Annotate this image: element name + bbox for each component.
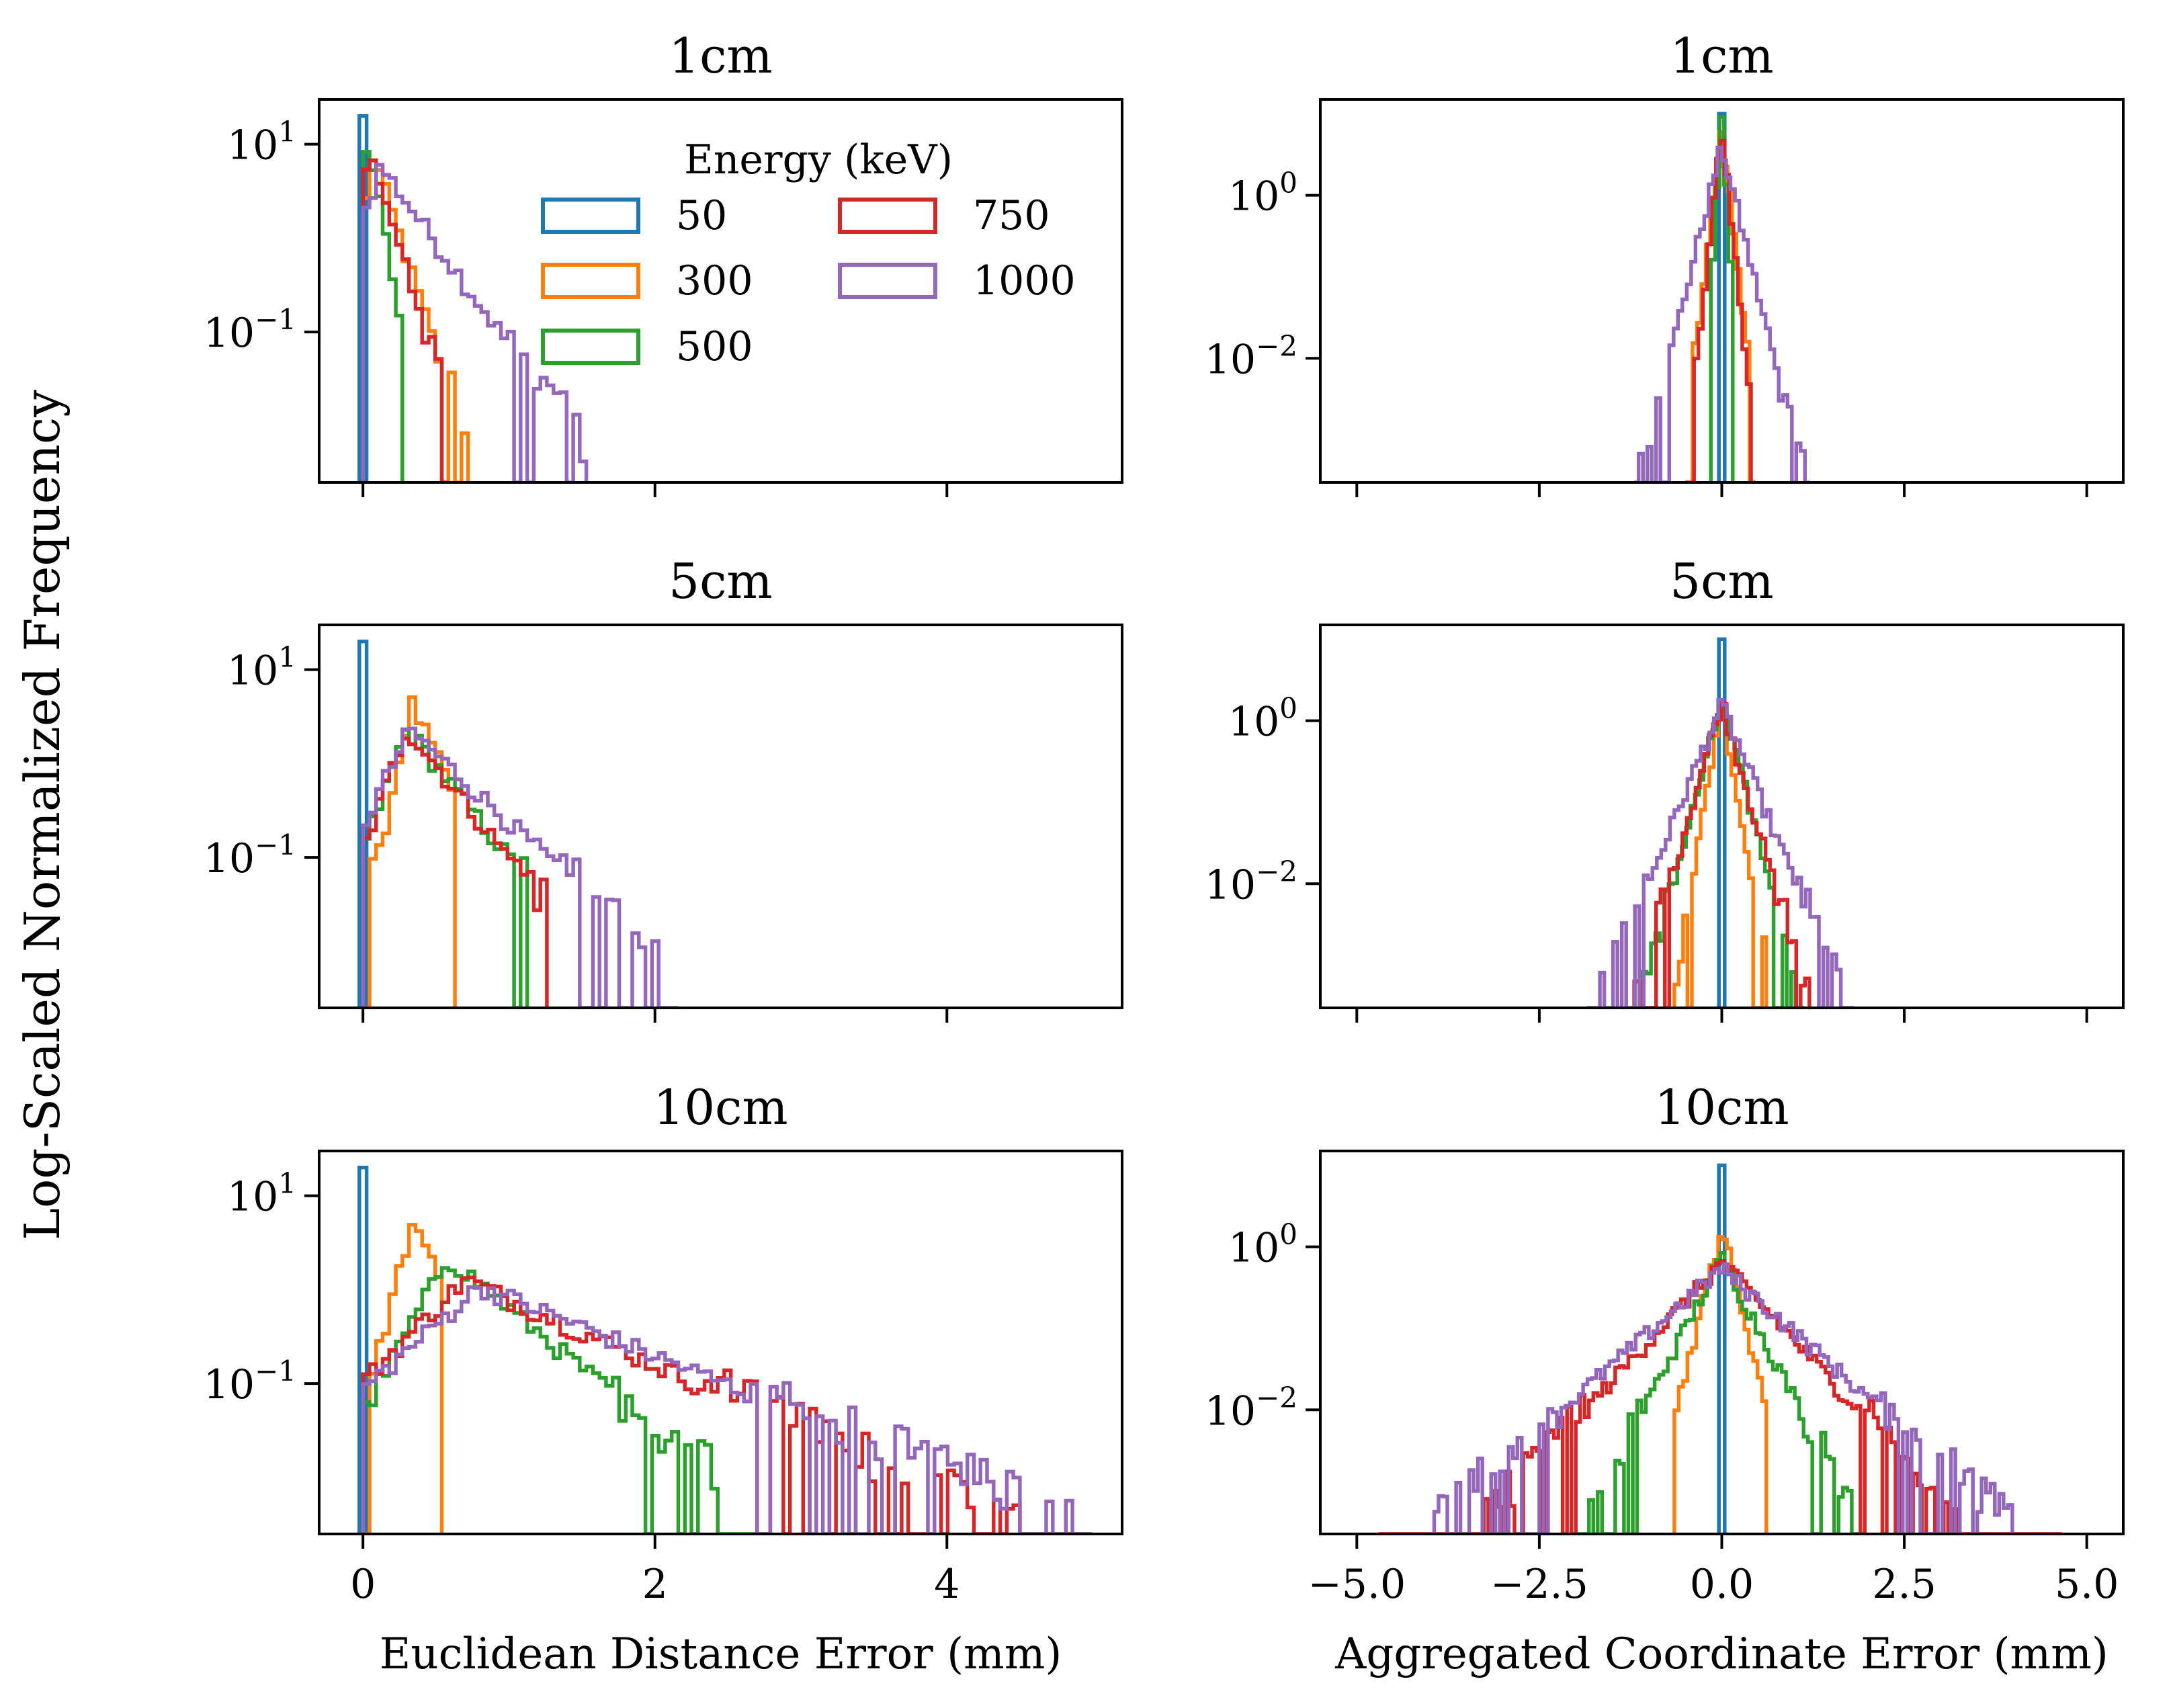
x-tick-label-right-3-1: −2.5: [1490, 1561, 1588, 1608]
x-tick-label-right-3-2: 0.0: [1690, 1561, 1754, 1608]
series-50-right-3: [1717, 1163, 1727, 1534]
plot-area-right-1: [1634, 112, 1809, 482]
panel-right-1: 1cm 100 10−2: [1205, 28, 2125, 497]
y-tick-label-left-2-0: 101: [227, 641, 296, 695]
panel-left-1: 1cm 101 10−1: [204, 28, 1123, 497]
panel-right-3: 10cm −5.0 −2.5 0.0 2.5 5.0 100 10−2 Aggregated C…: [1205, 1079, 2125, 1679]
panel-title-right-1: 1cm: [1670, 28, 1773, 84]
panel-title-left-3: 10cm: [653, 1079, 787, 1136]
legend-swatch-300: [541, 263, 640, 299]
y-tick-label-left-1-0: 101: [227, 116, 296, 169]
y-tick-label-left-1-1: 10−1: [204, 303, 296, 357]
panels-group: 1cm 101 10−1 1cm 100 10−2 5cm 101 10−1 5cm 100 10−2…: [204, 28, 2125, 1679]
legend-swatch-500: [541, 329, 640, 365]
axes-frame-left-1: [318, 98, 1123, 484]
y-tick-label-right-2-0: 100: [1228, 692, 1297, 746]
x-tick-label-right-3-4: 5.0: [2055, 1561, 2119, 1608]
series-1000-left-1: [361, 163, 589, 482]
y-tick-label-right-2-1: 10−2: [1205, 855, 1297, 908]
figure-y-axis-label: Log-Scaled Normalized Frequency: [14, 390, 71, 1240]
axes-frame-left-2: [318, 624, 1123, 1009]
legend-title: Energy (keV): [684, 136, 953, 183]
panel-title-right-3: 10cm: [1654, 1079, 1789, 1136]
axes-frame-left-3: [318, 1150, 1123, 1535]
panel-title-left-1: 1cm: [669, 28, 772, 84]
panel-right-2: 5cm 100 10−2: [1205, 553, 2125, 1023]
x-axis-label-right-3: Aggregated Coordinate Error (mm): [1334, 1629, 2108, 1679]
series-500-right-1: [1709, 115, 1735, 482]
plot-area-left-3: [357, 1165, 1093, 1534]
panel-title-right-2: 5cm: [1670, 553, 1773, 609]
y-tick-label-right-1-0: 100: [1228, 167, 1297, 220]
legend: Energy (keV) 50 300 500 750 1000: [541, 136, 1076, 370]
plot-area-left-2: [357, 639, 679, 1008]
plot-area-left-1: [357, 114, 589, 482]
panel-left-2: 5cm 101 10−1: [204, 553, 1123, 1023]
panel-title-left-2: 5cm: [669, 553, 772, 609]
series-1000-right-1: [1634, 145, 1809, 482]
x-tick-label-left-3-0: 0: [350, 1561, 376, 1608]
x-axis-label-left-3: Euclidean Distance Error (mm): [380, 1629, 1062, 1679]
x-tick-label-left-3-1: 2: [642, 1561, 668, 1608]
series-50-right-1: [1717, 112, 1727, 482]
series-50-left-1: [357, 114, 369, 482]
series-50-left-3: [357, 1165, 369, 1534]
series-750-right-1: [1685, 138, 1756, 482]
series-1000-right-2: [1586, 697, 1854, 1008]
series-750-left-2: [361, 736, 549, 1008]
legend-label-750: 750: [973, 192, 1050, 239]
legend-swatch-1000: [838, 263, 937, 299]
legend-label-50: 50: [676, 192, 727, 239]
plot-area-right-2: [1586, 637, 1854, 1008]
y-tick-label-right-1-1: 10−2: [1205, 329, 1297, 383]
series-1000-left-3: [361, 1285, 1093, 1534]
panel-left-3: 10cm 0 2 4 101 10−1 Euclidean Distance Error (…: [204, 1079, 1123, 1679]
series-1000-left-2: [361, 726, 679, 1008]
legend-label-300: 300: [676, 257, 753, 304]
y-tick-label-right-3-0: 100: [1228, 1218, 1297, 1272]
series-500-left-1: [361, 150, 404, 482]
y-tick-label-left-3-1: 10−1: [204, 1355, 296, 1408]
series-750-left-3: [361, 1275, 1093, 1534]
x-tick-label-right-3-0: −5.0: [1308, 1561, 1406, 1608]
x-tick-label-right-3-3: 2.5: [1872, 1561, 1936, 1608]
legend-swatch-50: [541, 198, 640, 234]
y-tick-label-left-2-1: 10−1: [204, 828, 296, 882]
series-1000-right-3: [1430, 1262, 2014, 1534]
y-tick-label-right-3-1: 10−2: [1205, 1381, 1297, 1435]
y-tick-label-left-3-0: 101: [227, 1167, 296, 1221]
series-300-right-3: [1672, 1234, 1768, 1534]
series-50-right-2: [1717, 637, 1727, 1008]
series-300-left-3: [363, 1223, 444, 1534]
series-500-right-3: [1576, 1251, 1865, 1534]
x-tick-label-left-3-2: 4: [934, 1561, 959, 1608]
legend-label-1000: 1000: [973, 257, 1076, 304]
plot-area-right-3: [1378, 1163, 2062, 1534]
legend-swatch-750: [838, 198, 937, 234]
series-500-left-3: [361, 1266, 757, 1534]
series-300-left-1: [361, 158, 470, 482]
legend-label-500: 500: [676, 323, 753, 370]
